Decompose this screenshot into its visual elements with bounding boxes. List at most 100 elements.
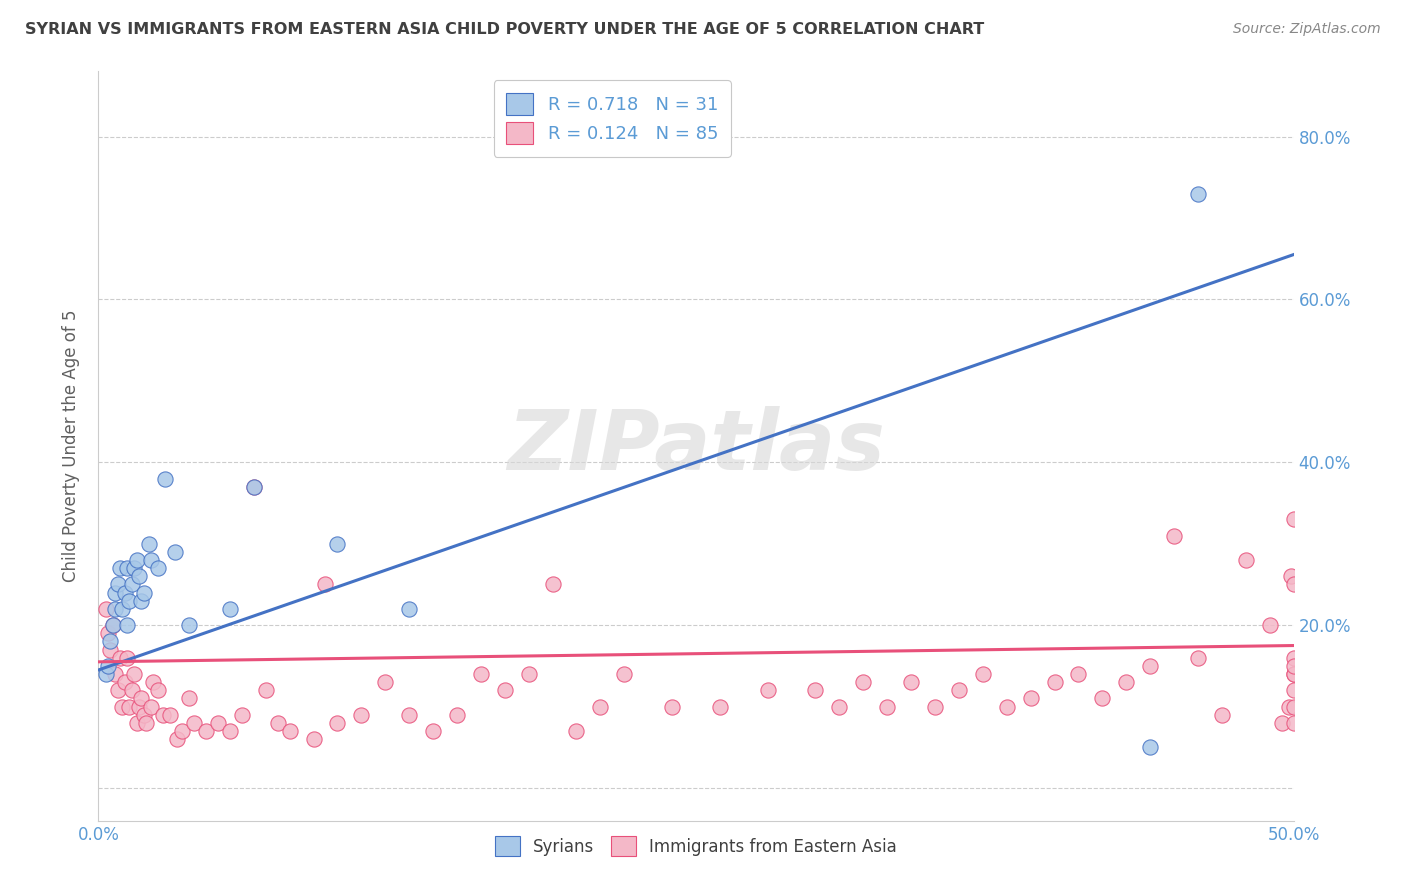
Legend: Syrians, Immigrants from Eastern Asia: Syrians, Immigrants from Eastern Asia	[486, 828, 905, 864]
Point	[114, 585, 136, 599]
Text: SYRIAN VS IMMIGRANTS FROM EASTERN ASIA CHILD POVERTY UNDER THE AGE OF 5 CORRELAT: SYRIAN VS IMMIGRANTS FROM EASTERN ASIA C…	[25, 22, 984, 37]
Point	[94, 602, 117, 616]
Point	[494, 683, 516, 698]
Point	[613, 667, 636, 681]
Point	[121, 683, 143, 698]
Point	[852, 675, 875, 690]
Point	[138, 537, 160, 551]
Point	[1163, 528, 1185, 542]
Point	[756, 683, 779, 698]
Point	[101, 618, 124, 632]
Point	[97, 659, 120, 673]
Point	[709, 699, 731, 714]
Point	[661, 699, 683, 714]
Text: ZIPatlas: ZIPatlas	[508, 406, 884, 486]
Text: Source: ZipAtlas.com: Source: ZipAtlas.com	[1233, 22, 1381, 37]
Point	[1279, 569, 1302, 583]
Point	[115, 561, 138, 575]
Point	[231, 707, 253, 722]
Point	[172, 724, 194, 739]
Point	[302, 732, 325, 747]
Point	[1091, 691, 1114, 706]
Point	[948, 683, 970, 698]
Point	[1139, 740, 1161, 755]
Point	[139, 699, 162, 714]
Point	[278, 724, 301, 739]
Point	[108, 650, 131, 665]
Point	[207, 715, 229, 730]
Point	[111, 699, 134, 714]
Point	[118, 593, 141, 607]
Point	[1282, 715, 1305, 730]
Point	[114, 675, 136, 690]
Point	[350, 707, 373, 722]
Point	[804, 683, 827, 698]
Point	[1282, 577, 1305, 591]
Point	[128, 569, 150, 583]
Point	[183, 715, 205, 730]
Point	[315, 577, 337, 591]
Point	[1115, 675, 1137, 690]
Point	[179, 691, 201, 706]
Point	[163, 545, 186, 559]
Point	[152, 707, 174, 722]
Point	[125, 715, 148, 730]
Point	[159, 707, 181, 722]
Point	[1067, 667, 1090, 681]
Point	[900, 675, 922, 690]
Point	[1282, 667, 1305, 681]
Point	[132, 707, 155, 722]
Point	[1043, 675, 1066, 690]
Point	[125, 553, 148, 567]
Point	[267, 715, 290, 730]
Point	[1282, 683, 1305, 698]
Point	[470, 667, 492, 681]
Point	[148, 561, 170, 575]
Point	[98, 642, 122, 657]
Point	[1282, 699, 1305, 714]
Point	[326, 715, 349, 730]
Point	[1211, 707, 1233, 722]
Point	[1187, 650, 1209, 665]
Point	[108, 561, 131, 575]
Point	[135, 715, 157, 730]
Point	[115, 618, 138, 632]
Point	[166, 732, 188, 747]
Point	[995, 699, 1018, 714]
Point	[565, 724, 588, 739]
Point	[142, 675, 165, 690]
Point	[1282, 650, 1305, 665]
Point	[107, 683, 129, 698]
Point	[148, 683, 170, 698]
Point	[179, 618, 201, 632]
Point	[1139, 659, 1161, 673]
Point	[326, 537, 349, 551]
Point	[1278, 699, 1301, 714]
Point	[876, 699, 898, 714]
Point	[446, 707, 468, 722]
Point	[131, 691, 153, 706]
Point	[398, 602, 420, 616]
Point	[1271, 715, 1294, 730]
Point	[94, 667, 117, 681]
Point	[131, 593, 153, 607]
Point	[121, 577, 143, 591]
Point	[219, 724, 242, 739]
Point	[124, 667, 146, 681]
Point	[254, 683, 277, 698]
Point	[115, 650, 138, 665]
Point	[243, 480, 266, 494]
Point	[97, 626, 120, 640]
Point	[118, 699, 141, 714]
Point	[1234, 553, 1257, 567]
Point	[541, 577, 564, 591]
Point	[924, 699, 946, 714]
Point	[104, 602, 127, 616]
Point	[828, 699, 851, 714]
Point	[589, 699, 612, 714]
Point	[1282, 659, 1305, 673]
Point	[195, 724, 218, 739]
Point	[101, 618, 124, 632]
Point	[517, 667, 540, 681]
Point	[107, 577, 129, 591]
